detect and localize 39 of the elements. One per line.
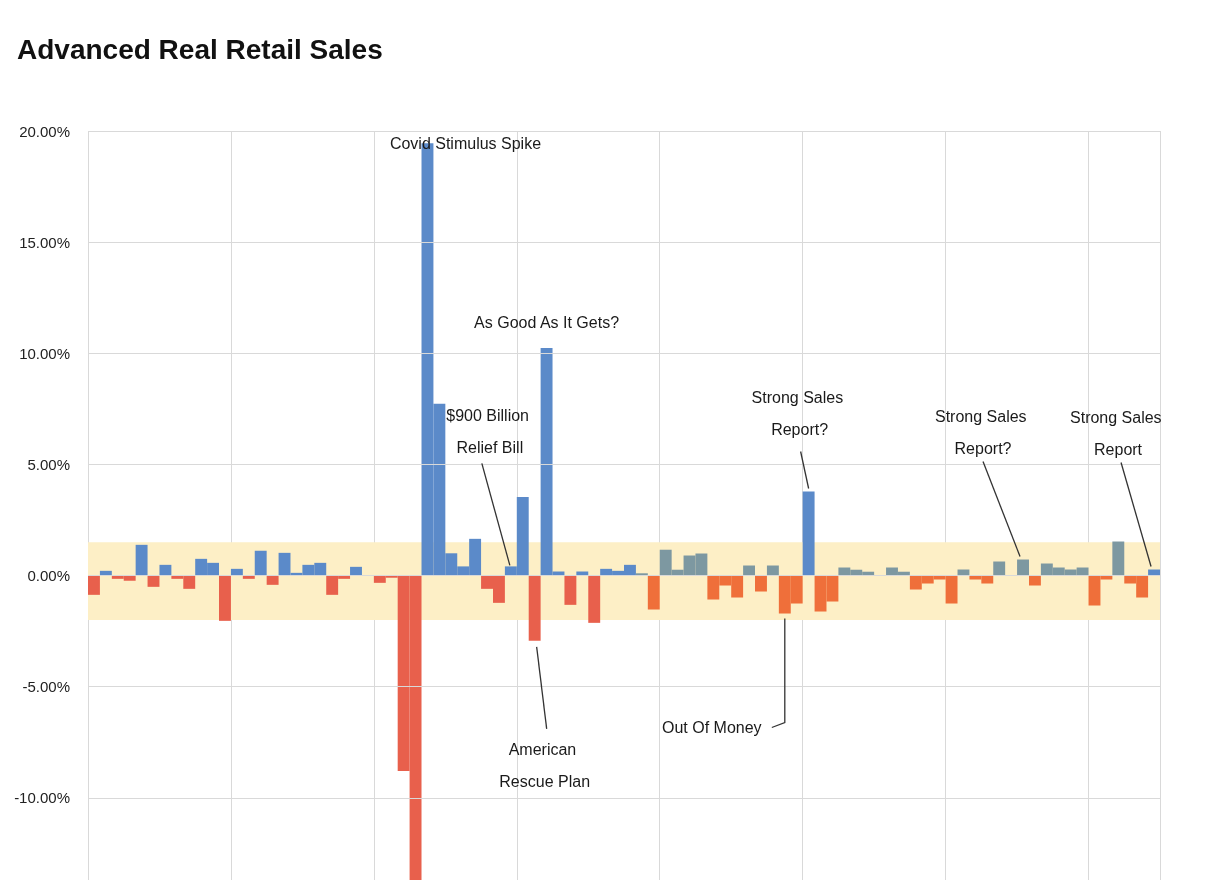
annotation: Strong Sales Report? <box>751 389 848 438</box>
bar <box>635 573 648 576</box>
chart-title: Advanced Real Retail Sales <box>17 33 383 65</box>
bar <box>147 575 160 587</box>
y-tick-label: -5.00% <box>22 678 70 696</box>
bar <box>88 575 100 595</box>
bar <box>219 575 231 621</box>
annotation: Strong Sales Report <box>1070 409 1167 459</box>
y-tick-label: 0.00% <box>27 567 70 585</box>
bar <box>266 575 279 585</box>
bar <box>350 566 362 576</box>
bar <box>766 565 779 576</box>
bar <box>254 550 267 576</box>
bar <box>159 564 172 576</box>
bar <box>993 561 1006 576</box>
y-tick-label: 10.00% <box>19 344 70 362</box>
bar <box>802 491 815 576</box>
bar <box>647 575 660 610</box>
bar <box>588 575 601 623</box>
annotation: American Rescue Plan <box>499 741 591 791</box>
bar <box>242 575 255 579</box>
y-tick-label: 15.00% <box>19 233 70 251</box>
y-tick-label: -10.00% <box>14 789 70 807</box>
bar <box>1028 575 1041 586</box>
bar <box>1112 541 1125 576</box>
annotation: $900 Billion Relief Bill <box>446 406 534 456</box>
annotation: Strong Sales Report? <box>934 408 1032 458</box>
annotation: As Good As It Gets? <box>474 314 620 332</box>
y-tick-label: 5.00% <box>27 455 70 473</box>
bar <box>755 575 767 592</box>
bar <box>528 575 541 641</box>
annotation: Out Of Money <box>662 719 762 737</box>
y-tick-label: 20.00% <box>19 122 70 140</box>
bar <box>564 575 577 605</box>
bar <box>743 565 756 576</box>
bar <box>230 568 243 576</box>
annotation: Covid Stimulus Spike <box>389 134 542 152</box>
bar <box>135 544 148 576</box>
bar <box>1017 559 1029 576</box>
